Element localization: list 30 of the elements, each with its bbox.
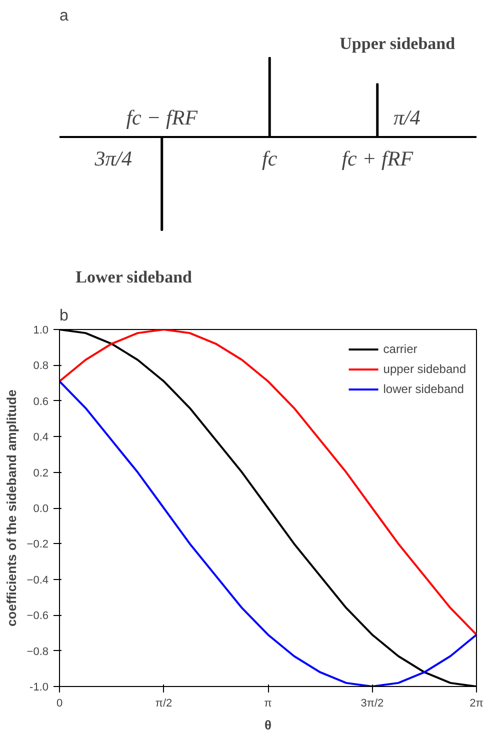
x-tick-label: 3π/2 — [360, 698, 384, 710]
legend-label: upper sideband — [383, 362, 466, 376]
y-tick-label: −0.2 — [26, 538, 49, 551]
y-tick-label: 0.4 — [33, 432, 49, 444]
y-tick-label: −0.6 — [26, 610, 49, 622]
annotation: π/4 — [394, 105, 421, 130]
y-tick-label: 0.6 — [33, 396, 49, 408]
y-tick-label: 0.8 — [33, 360, 49, 372]
chart-title: b — [60, 308, 68, 324]
x-tick-label: fc − fRF — [126, 105, 198, 130]
x-axis-title: θ — [264, 718, 272, 732]
text: Lower sideband — [76, 268, 193, 287]
text: Upper sideband — [340, 34, 456, 53]
legend-label: lower sideband — [383, 382, 464, 396]
legend-label: carrier — [383, 342, 418, 356]
x-tick-label: 0 — [56, 698, 63, 710]
x-tick-label: 2π — [470, 698, 484, 710]
y-axis-title: coefficients of the sideband amplitude — [4, 390, 19, 626]
y-tick-label: -1.0 — [30, 682, 49, 694]
chart-title: a — [60, 8, 68, 24]
y-tick-label: −0.8 — [26, 646, 49, 658]
y-tick-label: 0.0 — [33, 503, 49, 515]
x-tick-label: fc + fRF — [342, 146, 414, 170]
x-tick-label: π/2 — [155, 698, 172, 710]
y-tick-label: 1.0 — [33, 324, 49, 336]
y-tick-label: −0.4 — [26, 574, 49, 586]
x-tick-label: π — [264, 698, 272, 710]
y-tick-label: 0.2 — [33, 467, 49, 480]
annotation: 3π/4 — [94, 146, 133, 170]
x-tick-label: fc — [262, 146, 278, 170]
